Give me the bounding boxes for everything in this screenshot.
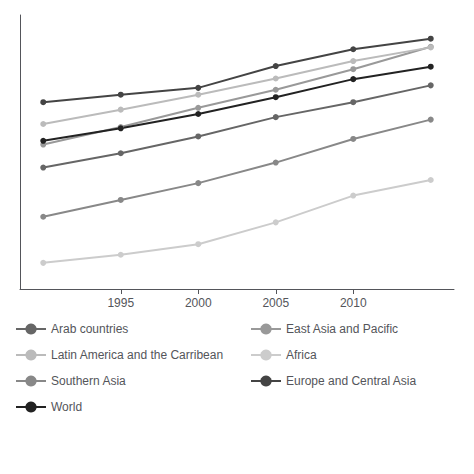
- svg-text:East Asia and Pacific: East Asia and Pacific: [286, 322, 398, 336]
- svg-text:Arab countries: Arab countries: [51, 322, 128, 336]
- svg-text:2005: 2005: [262, 296, 289, 310]
- svg-text:Africa: Africa: [286, 348, 317, 362]
- svg-text:2000: 2000: [185, 296, 212, 310]
- svg-text:Latin America and the Carribea: Latin America and the Carribean: [51, 348, 223, 362]
- svg-text:2010: 2010: [340, 296, 367, 310]
- svg-text:Southern Asia: Southern Asia: [51, 374, 126, 388]
- svg-text:1995: 1995: [107, 296, 134, 310]
- svg-text:Europe and Central Asia: Europe and Central Asia: [286, 374, 416, 388]
- svg-text:World: World: [51, 400, 82, 414]
